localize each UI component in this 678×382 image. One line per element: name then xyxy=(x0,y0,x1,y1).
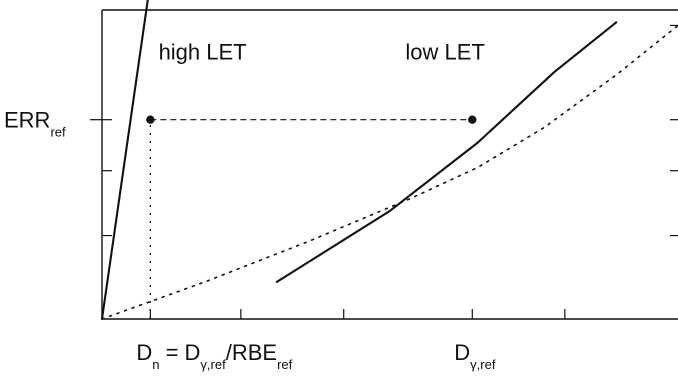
err-ref-label: ERRref xyxy=(4,108,66,140)
annotation-label-1: high LET xyxy=(159,39,247,64)
label-layer: ERRref Dn = Dγ,ref/RBEref Dγ,ref xyxy=(4,108,496,372)
dn-label: Dn = Dγ,ref/RBEref xyxy=(136,340,292,372)
reference-point-2 xyxy=(468,115,477,124)
series-layer xyxy=(100,0,678,321)
series-line-1 xyxy=(100,0,149,321)
annotation-layer: high LET low LET xyxy=(159,39,485,64)
series-line-2 xyxy=(275,21,618,283)
reference-point-1 xyxy=(146,115,155,124)
tick-layer xyxy=(102,24,678,319)
dgamma-label: Dγ,ref xyxy=(454,340,496,372)
series-line-3 xyxy=(101,24,678,320)
annotation-label-2: low LET xyxy=(405,39,484,64)
point-layer xyxy=(146,115,477,124)
reference-layer xyxy=(90,119,473,319)
plot-frame xyxy=(101,9,678,320)
